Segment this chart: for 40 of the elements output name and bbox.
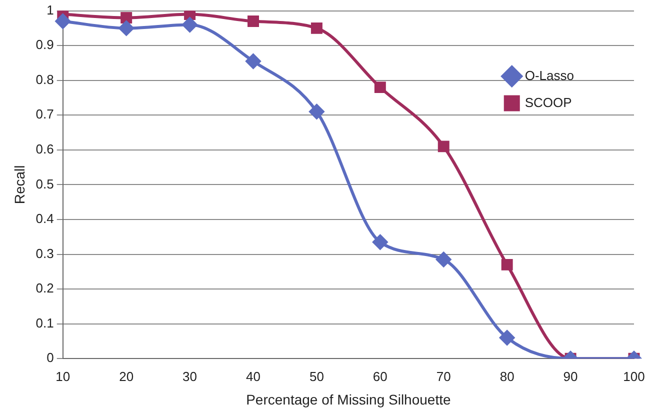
point <box>310 22 322 34</box>
x-tick-label: 20 <box>119 368 134 384</box>
x-tick-label: 80 <box>500 368 514 384</box>
legend-label: O-Lasso <box>524 68 574 83</box>
y-tick-label: 0.3 <box>36 246 54 261</box>
point <box>501 258 513 270</box>
x-tick-label: 40 <box>246 368 260 384</box>
point <box>500 330 515 346</box>
y-tick-label: 0.2 <box>36 280 54 296</box>
y-tick-label: 0.6 <box>36 142 54 156</box>
point <box>248 15 259 27</box>
point <box>309 104 324 120</box>
y-tick-label: 0.8 <box>36 72 54 87</box>
x-tick-label: 100 <box>623 368 645 384</box>
x-tick-label: 10 <box>56 368 70 384</box>
point <box>436 252 452 267</box>
x-tick-label: 70 <box>436 368 451 384</box>
y-tick-label: 0.7 <box>36 106 54 122</box>
point <box>118 20 134 36</box>
point <box>438 140 450 152</box>
y-tick-label: 0.5 <box>36 176 54 192</box>
point <box>120 12 132 24</box>
y-tick-label: 0 <box>46 350 54 366</box>
y-axis-title: Recall <box>11 165 28 204</box>
point <box>55 14 70 29</box>
point <box>372 234 388 250</box>
point <box>182 17 198 32</box>
x-tick-label: 50 <box>309 368 324 384</box>
point <box>246 54 261 69</box>
y-tick-label: 1 <box>46 2 54 18</box>
legend-label: SCOOP <box>524 94 572 110</box>
y-tick-label: 0.9 <box>36 37 54 52</box>
x-tick-label: 30 <box>182 368 198 384</box>
y-tick-label: 0.4 <box>36 211 54 226</box>
y-tick-label: 0.1 <box>36 315 54 330</box>
x-tick-label: 60 <box>372 368 388 384</box>
x-tick-label: 90 <box>563 368 578 384</box>
point <box>374 82 386 94</box>
x-axis-title: Percentage of Missing Silhouette <box>246 391 451 408</box>
point <box>184 10 196 20</box>
